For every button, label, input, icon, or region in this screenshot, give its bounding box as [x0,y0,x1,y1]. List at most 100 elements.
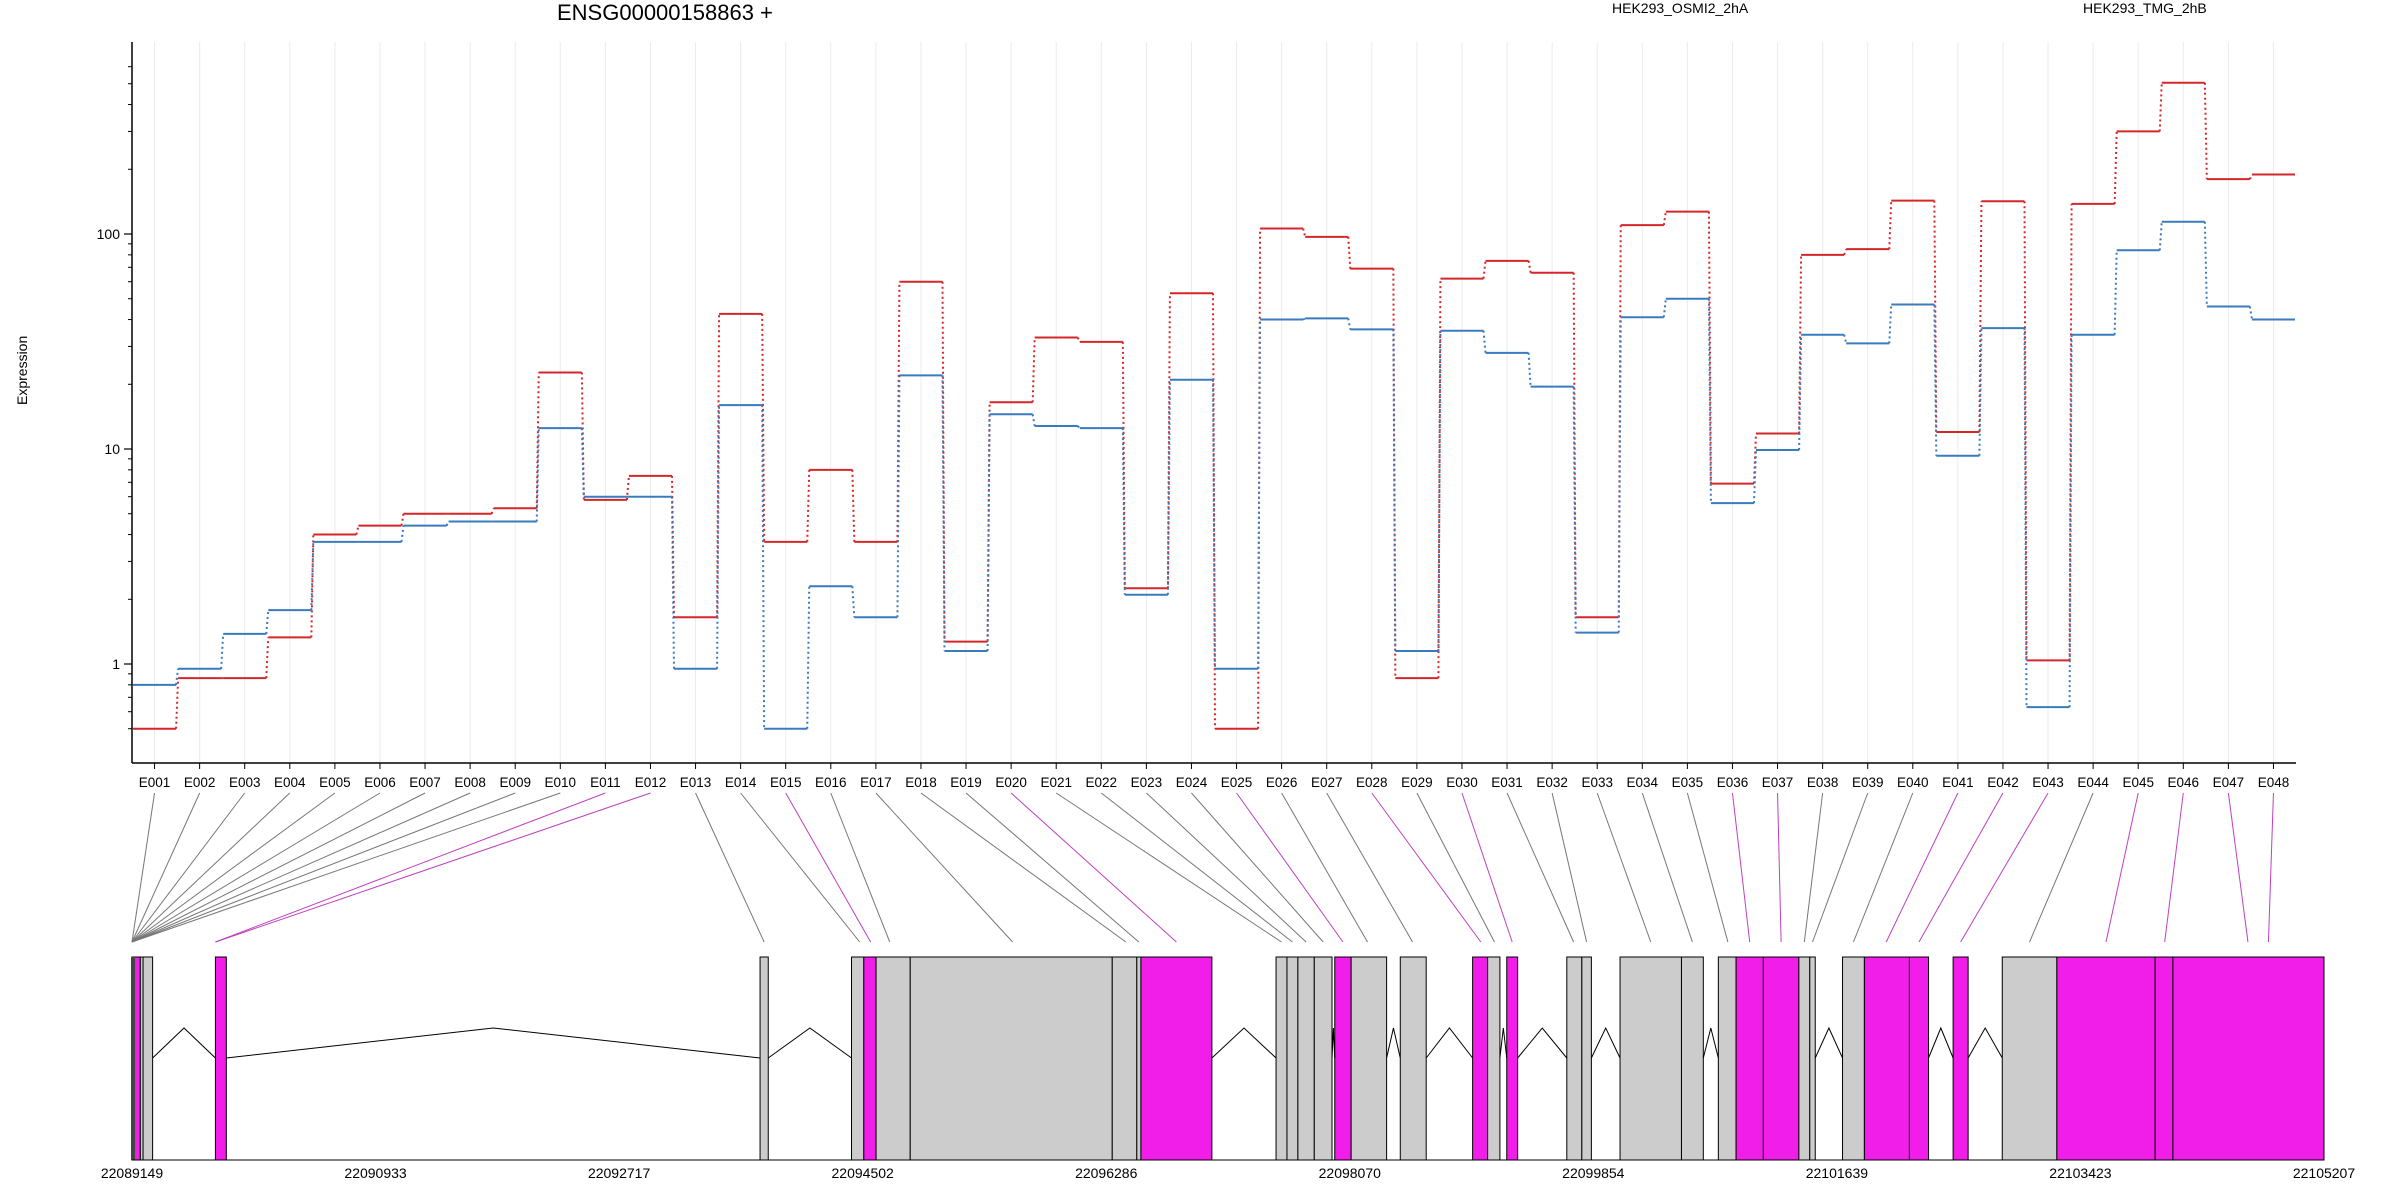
x-tick-label: E018 [905,775,937,790]
exon-connector [2164,792,2184,943]
exon-connector [1960,792,2049,943]
series-connector [1662,298,1667,318]
exon-connector [1686,792,1729,943]
exon-block [1581,956,1592,1161]
x-tick-label: E004 [274,775,306,790]
x-tick-label: E047 [2213,775,2245,790]
x-tick-label: E016 [815,775,847,790]
genomic-tick-label: 22105207 [2293,1165,2356,1181]
exon-block [2172,956,2325,1161]
exon-connector [1146,792,1307,943]
exon-block [142,956,154,1161]
series-connector [1302,317,1306,321]
x-tick-label: E029 [1401,775,1433,790]
series-connector [1978,328,1983,456]
series-connector [265,637,270,679]
legend-entry-tmg: HEK293_TMG_2hB [2083,0,2207,16]
intron-line [1386,1027,1401,1059]
x-tick-label: E003 [229,775,261,790]
exon-block [1350,956,1388,1161]
exon-connector [1461,792,1513,943]
x-tick-label: E015 [770,775,802,790]
series-connector [400,513,405,526]
series-connector [580,428,585,497]
x-tick-label: E021 [1040,775,1072,790]
intron-line [1967,1026,2003,1059]
x-tick-label: E012 [635,775,667,790]
x-tick-label: E014 [725,775,757,790]
x-tick-label: E048 [2258,775,2290,790]
x-tick-label: E009 [499,775,531,790]
exon-block [1809,956,1816,1161]
series-connector [1347,318,1352,330]
x-tick-label: E011 [590,775,621,790]
series-connector [265,610,270,635]
series-connector [355,525,360,535]
exon-block [1863,956,1910,1161]
exon-connector [131,792,561,943]
exon-block [1680,956,1704,1161]
exon-connector [1731,792,1751,943]
exon-connector [1236,792,1344,943]
series-connector [1392,329,1397,651]
x-tick-label: E026 [1266,775,1298,790]
exon-block [851,956,865,1161]
exon-block [1140,956,1213,1161]
exon-block [1717,956,1737,1161]
exon-block [214,956,227,1161]
intron-line [1702,1027,1719,1059]
exon-connector [1055,792,1282,943]
series-connector [2068,334,2073,708]
exon-connector [1326,792,1413,943]
series-connector [761,313,766,542]
x-tick-label: E010 [545,775,577,790]
exon-connector [131,792,156,943]
exon-block [875,956,911,1161]
axes: 1 10 100 E001 E002 E003 E004 E005 E006 E007 E008 E0… [97,42,2296,790]
x-tick-label: E034 [1627,775,1659,790]
exon-connector [131,792,516,943]
exon-connector [1803,792,1824,943]
series-connector [1978,201,1983,432]
exon-block [1842,956,1865,1161]
x-tick-label: E017 [860,775,892,790]
exon-connector [1551,792,1588,943]
x-tick-label: E045 [2122,775,2154,790]
intron-line [1590,1026,1621,1059]
exon-connector [1191,792,1324,943]
series-connector [716,405,721,669]
exon-connector [1100,792,1293,943]
exon-block [1286,956,1299,1161]
series-connector [851,586,856,618]
series-connector [806,586,811,729]
series-connector [1031,337,1036,403]
series-connector [1843,248,1848,256]
series-connector [175,678,180,729]
x-tick-label: E035 [1672,775,1704,790]
series-connector [761,405,766,729]
exon-block [1735,956,1764,1161]
x-tick-label: E007 [409,775,441,790]
x-tick-label: E008 [454,775,486,790]
exon-connector [2105,792,2139,943]
exon-connector [131,792,336,943]
genomic-tick-label: 22089149 [101,1165,164,1181]
exon-block [1136,956,1142,1161]
exon-connector [1281,792,1368,943]
series-connector [2158,82,2163,132]
exon-block [2001,956,2058,1161]
series-connector [310,541,315,611]
series-connector [1572,386,1577,633]
exon-block [1908,956,1930,1161]
x-tick-label: E024 [1176,775,1208,790]
exon-connector [131,792,381,943]
x-tick-label: E036 [1717,775,1749,790]
intron-line [767,1027,852,1059]
series-connector [2023,328,2028,708]
exon-connector [1416,792,1495,943]
series-connector [2113,250,2118,335]
exon-connector [1885,792,1959,943]
series-connector [1843,334,1848,344]
intron-line [1928,1026,1954,1059]
exon-connector [875,792,1013,943]
